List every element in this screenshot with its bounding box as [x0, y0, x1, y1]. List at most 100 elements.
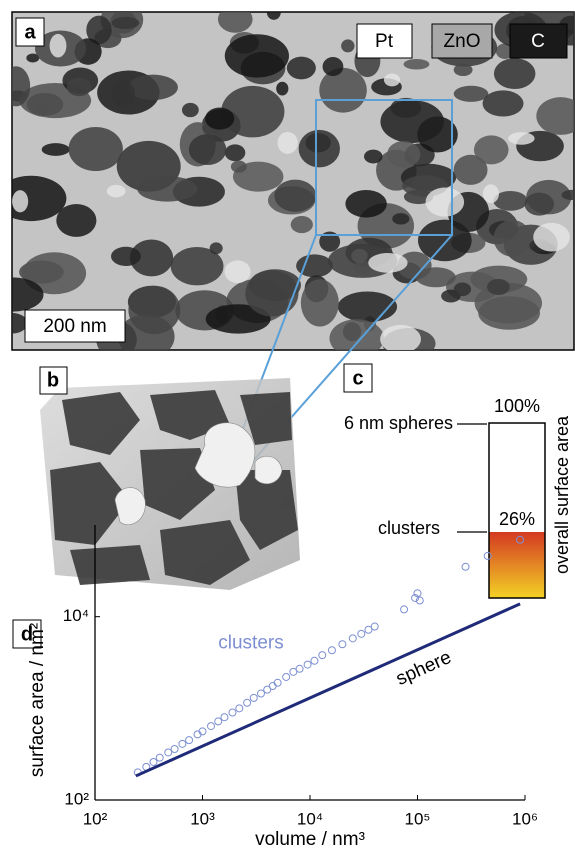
legend-text: C	[531, 31, 545, 52]
data-point	[349, 635, 356, 642]
data-point	[221, 714, 228, 721]
particle	[182, 103, 199, 117]
y-tick-label: 10⁴	[63, 606, 89, 625]
particle-bright	[277, 132, 297, 154]
data-point	[274, 679, 281, 686]
figure: a Pt ZnO C 200 nm b c 6 nm spheres 100% …	[0, 0, 575, 851]
particle-bright	[508, 132, 534, 145]
particle	[351, 249, 367, 263]
particle	[2, 66, 30, 106]
particle	[483, 90, 524, 116]
particle	[345, 190, 386, 218]
data-point	[358, 630, 365, 637]
data-point	[304, 661, 311, 668]
particle	[112, 17, 140, 29]
data-point	[208, 723, 215, 730]
particle	[493, 220, 530, 257]
bar-label: 6 nm spheres	[344, 413, 453, 433]
data-point	[150, 758, 157, 765]
x-tick-label: 10²	[83, 809, 108, 828]
particle	[454, 283, 471, 297]
data-point	[215, 718, 222, 725]
particle-bright	[368, 253, 407, 273]
particle-bright	[12, 190, 28, 212]
data-point	[283, 673, 290, 680]
panel-label: b	[47, 369, 59, 391]
x-tick-label: 10³	[190, 809, 215, 828]
particle	[454, 86, 489, 102]
x-tick-label: 10⁵	[405, 809, 431, 828]
particle	[111, 247, 141, 266]
data-point	[244, 699, 251, 706]
data-point	[328, 647, 335, 654]
particle	[36, 104, 48, 114]
bar-axis-label: overall surface area	[552, 415, 572, 574]
series-label: clusters	[218, 633, 283, 654]
particle	[112, 81, 136, 107]
particle-bright	[533, 223, 570, 252]
particle	[128, 75, 178, 101]
particle	[245, 270, 298, 316]
data-point	[250, 694, 257, 701]
scale-bar-text: 200 nm	[43, 316, 106, 337]
data-point	[296, 665, 303, 672]
particle	[276, 82, 288, 96]
particle	[319, 68, 366, 113]
particle-bright	[107, 185, 126, 197]
particle	[225, 144, 246, 161]
particle	[218, 6, 253, 33]
y-tick-label: 10²	[64, 789, 89, 808]
particle	[330, 319, 384, 357]
series-line	[136, 604, 520, 776]
particle	[225, 34, 289, 77]
data-point	[339, 641, 346, 648]
legend-text: ZnO	[444, 31, 481, 52]
particle	[210, 242, 223, 254]
x-axis-label: volume / nm³	[255, 829, 365, 850]
particle	[525, 193, 554, 216]
particle	[231, 161, 247, 173]
particle	[487, 279, 510, 295]
particle	[267, 5, 281, 20]
data-point	[236, 705, 243, 712]
particle	[301, 279, 339, 326]
data-point	[311, 657, 318, 664]
data-point	[371, 623, 378, 630]
particle	[274, 180, 316, 212]
data-point	[229, 709, 236, 716]
particle	[364, 150, 383, 164]
data-point	[165, 749, 172, 756]
particle	[341, 39, 354, 52]
particle	[474, 135, 509, 164]
particle	[299, 130, 340, 168]
x-tick-label: 10⁴	[297, 809, 323, 828]
particle	[42, 143, 70, 156]
particle	[392, 213, 409, 224]
bar-value: 26%	[499, 509, 535, 529]
x-tick-label: 10⁶	[512, 809, 538, 828]
panel-label: a	[24, 21, 36, 43]
particle-bright	[384, 73, 400, 86]
data-point	[186, 737, 193, 744]
data-point	[319, 652, 326, 659]
particle-bright	[225, 260, 251, 283]
particle	[291, 216, 313, 233]
y-axis-label: surface area / nm²	[27, 623, 48, 777]
bar-label: clusters	[378, 518, 440, 538]
particle	[68, 127, 122, 171]
particle-bright	[50, 34, 67, 58]
particle	[67, 78, 92, 97]
bar-value: 100%	[494, 396, 540, 416]
particle	[494, 58, 536, 89]
particle	[418, 220, 472, 262]
particle	[287, 57, 316, 80]
data-point	[257, 690, 264, 697]
particle	[404, 59, 430, 69]
particle	[454, 64, 473, 76]
particle-bright	[483, 184, 499, 203]
particle-bright	[426, 187, 465, 216]
data-point	[462, 563, 469, 570]
particle	[137, 176, 197, 201]
legend-text: Pt	[375, 31, 394, 52]
particle	[205, 108, 234, 130]
